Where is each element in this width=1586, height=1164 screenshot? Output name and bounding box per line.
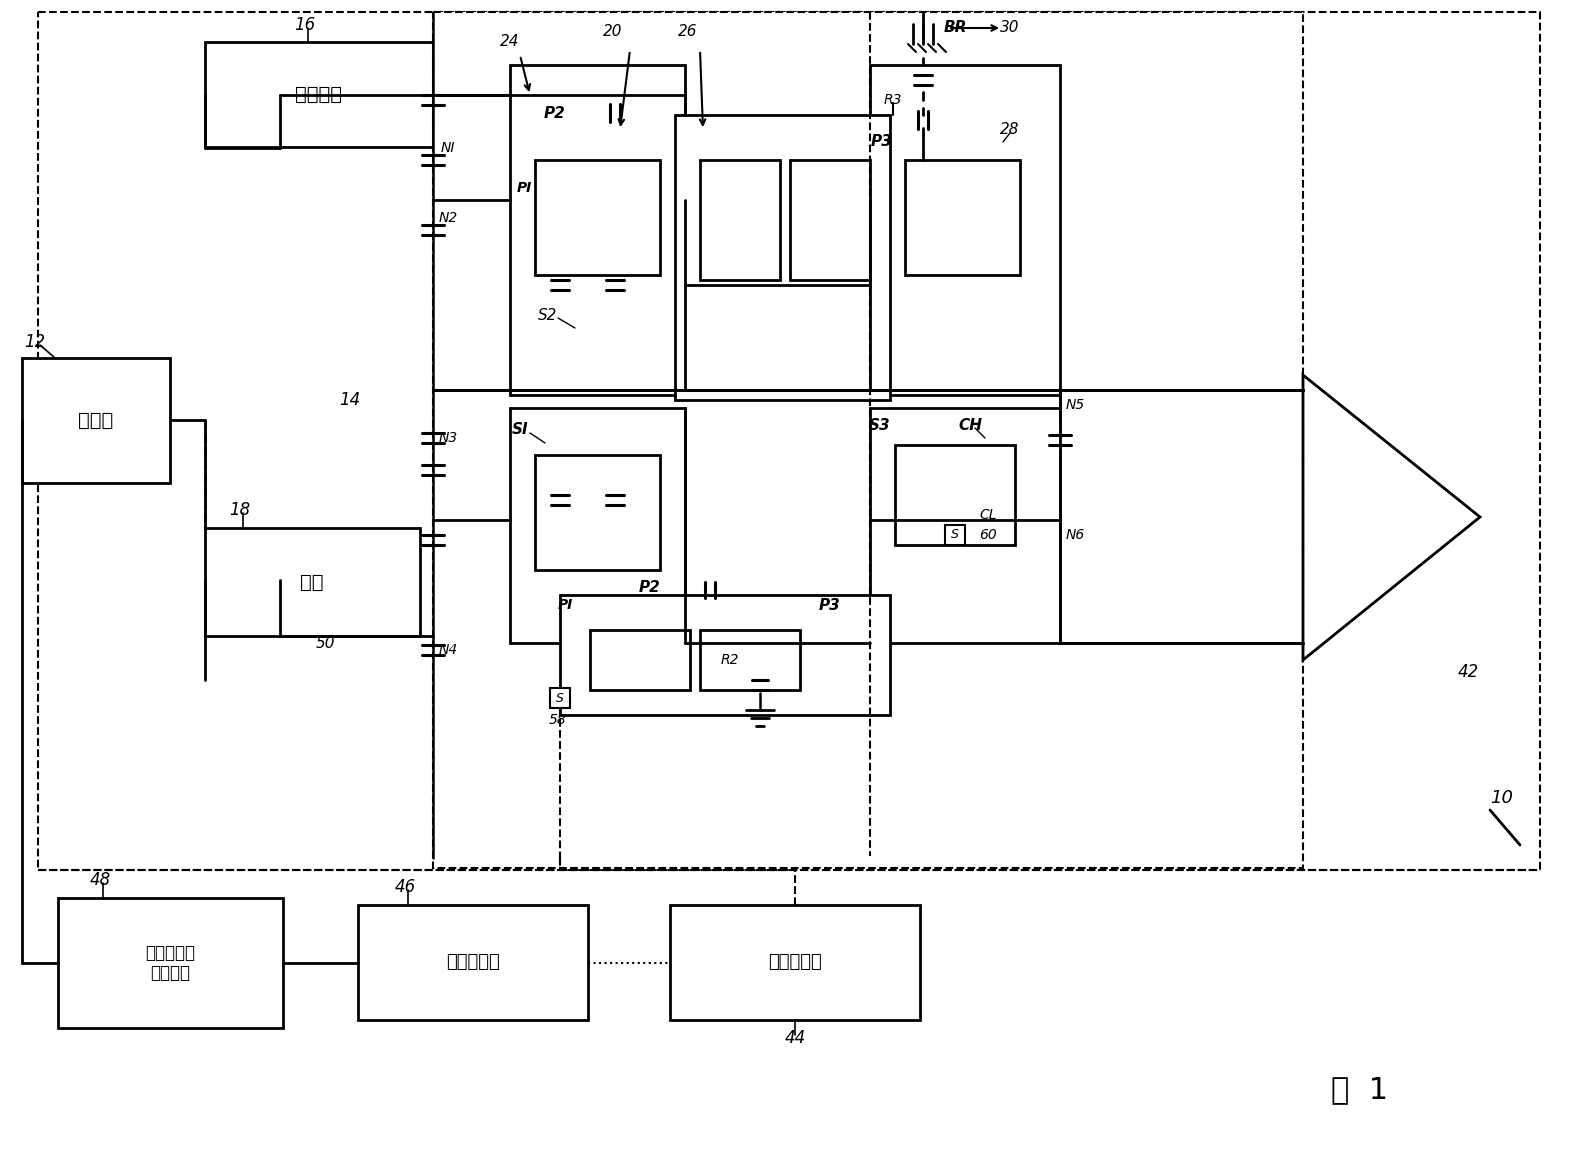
Text: P3: P3 bbox=[818, 597, 841, 612]
Bar bbox=[205, 42, 433, 147]
Text: N6: N6 bbox=[1066, 528, 1085, 542]
Bar bbox=[534, 455, 660, 570]
Text: 26: 26 bbox=[679, 24, 698, 40]
Text: 28: 28 bbox=[1001, 122, 1020, 137]
Bar bbox=[676, 115, 890, 400]
Text: 18: 18 bbox=[230, 501, 251, 519]
Bar bbox=[790, 159, 871, 281]
Bar bbox=[205, 528, 420, 636]
Text: 46: 46 bbox=[395, 878, 416, 896]
Text: 10: 10 bbox=[1491, 789, 1513, 807]
Text: 发动机电子
控制单元: 发动机电子 控制单元 bbox=[144, 944, 195, 982]
Text: N2: N2 bbox=[438, 211, 458, 225]
Bar bbox=[895, 445, 1015, 545]
Text: PI: PI bbox=[557, 598, 573, 612]
Text: R3: R3 bbox=[883, 93, 902, 107]
Text: 发动机: 发动机 bbox=[78, 411, 114, 430]
Text: R2: R2 bbox=[720, 653, 739, 667]
Bar bbox=[59, 897, 282, 1028]
Text: N4: N4 bbox=[438, 643, 458, 656]
Text: S: S bbox=[952, 528, 960, 541]
Text: 48: 48 bbox=[89, 871, 111, 889]
Text: N3: N3 bbox=[438, 431, 458, 445]
Text: 44: 44 bbox=[785, 1029, 806, 1046]
Text: 20: 20 bbox=[603, 24, 623, 40]
Bar bbox=[871, 409, 1059, 643]
Bar bbox=[699, 159, 780, 281]
Bar bbox=[550, 688, 569, 708]
Text: 50: 50 bbox=[316, 636, 335, 651]
Text: N5: N5 bbox=[1066, 398, 1085, 412]
Text: 12: 12 bbox=[24, 333, 46, 352]
Text: CL: CL bbox=[979, 508, 996, 521]
Bar bbox=[699, 630, 799, 690]
Text: BR: BR bbox=[944, 21, 967, 35]
Bar bbox=[38, 12, 1540, 870]
Text: 图  1: 图 1 bbox=[1331, 1076, 1389, 1105]
Bar bbox=[534, 159, 660, 275]
Text: 42: 42 bbox=[1458, 663, 1478, 681]
Text: 可变速泵: 可变速泵 bbox=[295, 85, 343, 104]
Text: P2: P2 bbox=[544, 106, 566, 121]
Bar bbox=[22, 359, 170, 483]
Bar bbox=[906, 159, 1020, 275]
Text: 24: 24 bbox=[500, 35, 520, 50]
Bar bbox=[511, 409, 685, 643]
Text: S2: S2 bbox=[538, 307, 558, 322]
Text: 30: 30 bbox=[1001, 21, 1020, 35]
Text: SI: SI bbox=[512, 423, 528, 438]
Text: 马达: 马达 bbox=[300, 573, 324, 591]
Text: S: S bbox=[557, 691, 565, 704]
Text: S3: S3 bbox=[869, 418, 891, 433]
Text: CH: CH bbox=[958, 418, 982, 433]
Bar bbox=[358, 904, 588, 1020]
Text: P2: P2 bbox=[639, 581, 661, 596]
Bar bbox=[560, 595, 890, 715]
Bar bbox=[590, 630, 690, 690]
Bar bbox=[511, 65, 685, 395]
Text: 电子控制器: 电子控制器 bbox=[768, 953, 822, 971]
Bar bbox=[945, 525, 964, 545]
Text: 60: 60 bbox=[979, 528, 998, 542]
Bar bbox=[433, 12, 1304, 868]
Text: NI: NI bbox=[441, 141, 455, 155]
Text: P3: P3 bbox=[871, 135, 893, 149]
Text: 58: 58 bbox=[549, 714, 566, 728]
Bar bbox=[871, 65, 1059, 395]
Text: 14: 14 bbox=[339, 391, 360, 409]
Bar bbox=[669, 904, 920, 1020]
Text: 液压控制器: 液压控制器 bbox=[446, 953, 500, 971]
Text: PI: PI bbox=[517, 180, 531, 196]
Text: 16: 16 bbox=[295, 16, 316, 34]
